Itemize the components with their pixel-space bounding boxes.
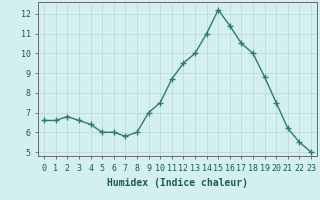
X-axis label: Humidex (Indice chaleur): Humidex (Indice chaleur) bbox=[107, 178, 248, 188]
